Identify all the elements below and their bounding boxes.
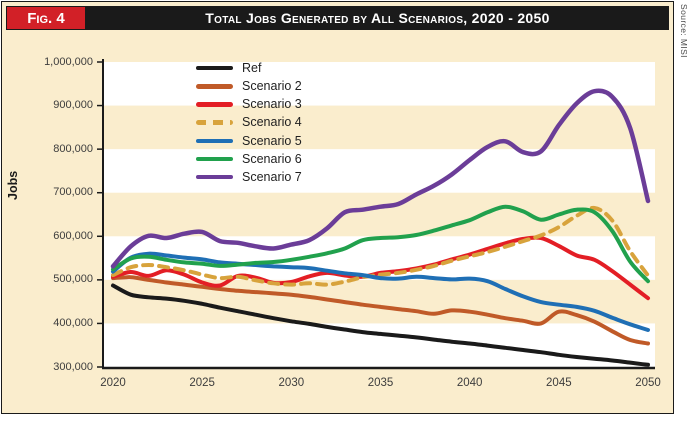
y-tick-label: 700,000	[53, 186, 93, 199]
series-line-ref	[111, 283, 650, 367]
y-tick-label: 400,000	[53, 316, 93, 329]
figure-header: Fig. 4 Total Jobs Generated by All Scena…	[6, 6, 669, 30]
series-line-scenario-5	[111, 251, 650, 332]
legend-item-scenario-2: Scenario 2	[196, 77, 302, 95]
series-line-scenario-4	[111, 205, 650, 287]
x-tick-label: 2025	[189, 377, 215, 389]
background-band	[103, 323, 655, 367]
x-tick-label: 2045	[546, 377, 572, 389]
legend-item-scenario-5: Scenario 5	[196, 132, 302, 150]
source-credit: Source: MISI	[679, 4, 689, 58]
legend-item-scenario-6: Scenario 6	[196, 150, 302, 168]
legend-swatch	[196, 84, 233, 89]
y-tick-label: 900,000	[53, 99, 93, 112]
figure-number-badge: Fig. 4	[6, 6, 86, 30]
series-line-scenario-2	[111, 275, 650, 346]
legend-swatch	[196, 174, 233, 180]
chart-legend: Ref Scenario 2 Scenario 3 Scenario 4 Scenari…	[196, 59, 302, 186]
legend-label: Scenario 5	[242, 133, 302, 148]
y-tick-label: 500,000	[53, 273, 93, 286]
legend-swatch	[196, 138, 233, 144]
figure-title: Total Jobs Generated by All Scenarios, 2…	[86, 6, 669, 30]
y-tick-label: 600,000	[53, 229, 93, 242]
series-line-scenario-7	[110, 88, 651, 269]
series-line-scenario-6	[111, 204, 650, 284]
legend-swatch	[196, 156, 233, 162]
legend-item-scenario-4: Scenario 4	[196, 114, 302, 132]
x-tick-label: 2050	[635, 377, 661, 389]
legend-label: Scenario 4	[242, 115, 302, 130]
legend-label: Scenario 3	[242, 97, 302, 112]
background-band	[103, 62, 655, 106]
legend-swatch	[196, 102, 233, 107]
y-axis-title: Jobs	[6, 170, 20, 200]
background-band	[103, 149, 655, 193]
y-tick-label: 1,000,000	[44, 55, 93, 68]
y-tick-label: 300,000	[53, 360, 93, 373]
legend-swatch	[196, 120, 233, 125]
y-tick-label: 800,000	[53, 142, 93, 155]
legend-label: Scenario 7	[242, 169, 302, 184]
legend-item-scenario-7: Scenario 7	[196, 168, 302, 186]
legend-item-ref: Ref	[196, 59, 302, 77]
legend-label: Ref	[242, 60, 262, 75]
legend-item-scenario-3: Scenario 3	[196, 95, 302, 113]
x-tick-label: 2040	[456, 377, 483, 389]
legend-label: Scenario 6	[242, 151, 302, 166]
legend-swatch	[196, 65, 233, 71]
x-tick-label: 2020	[100, 377, 126, 389]
legend-label: Scenario 2	[242, 79, 302, 94]
x-tick-label: 2035	[367, 377, 394, 389]
x-tick-label: 2030	[278, 377, 305, 389]
